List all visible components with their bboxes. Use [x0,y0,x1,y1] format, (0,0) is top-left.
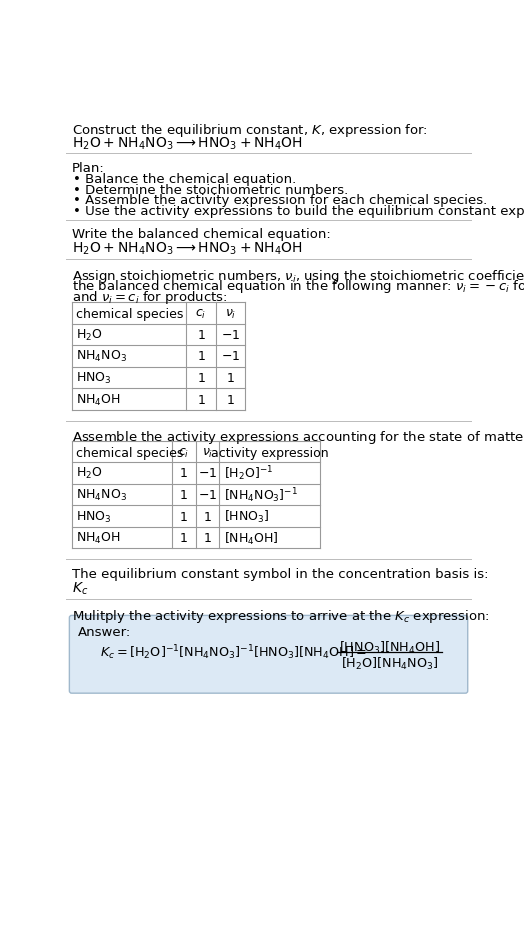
Text: Assemble the activity expressions accounting for the state of matter and $\nu_i$: Assemble the activity expressions accoun… [72,428,524,446]
Text: $-1$: $-1$ [221,350,240,363]
Text: $\nu_i$: $\nu_i$ [225,307,236,321]
Text: $1$: $1$ [203,510,212,523]
Text: $K_c$: $K_c$ [72,580,88,596]
Text: 1: 1 [180,467,188,480]
Text: $\mathrm{HNO_3}$: $\mathrm{HNO_3}$ [77,509,112,524]
Text: $[\mathrm{NH_4NO_3}]^{-1}$: $[\mathrm{NH_4NO_3}]^{-1}$ [224,486,298,505]
Text: Construct the equilibrium constant, $K$, expression for:: Construct the equilibrium constant, $K$,… [72,122,428,139]
Text: $\mathrm{H_2O}$: $\mathrm{H_2O}$ [77,466,103,481]
Text: 1: 1 [180,531,188,545]
Text: 1: 1 [197,328,205,342]
Text: $-1$: $-1$ [198,467,217,480]
Text: $\mathrm{NH_4NO_3}$: $\mathrm{NH_4NO_3}$ [77,487,127,503]
Text: • Determine the stoichiometric numbers.: • Determine the stoichiometric numbers. [73,184,348,196]
Text: 1: 1 [197,393,205,407]
Text: Mulitply the activity expressions to arrive at the $K_c$ expression:: Mulitply the activity expressions to arr… [72,607,489,625]
Text: $-1$: $-1$ [221,328,240,342]
Text: $1$: $1$ [203,531,212,545]
FancyBboxPatch shape [69,616,468,693]
Text: $1$: $1$ [226,393,235,407]
Text: Answer:: Answer: [78,625,131,639]
Text: $[\mathrm{NH_4OH}]$: $[\mathrm{NH_4OH}]$ [224,530,278,546]
Text: $-1$: $-1$ [198,488,217,502]
Text: The equilibrium constant symbol in the concentration basis is:: The equilibrium constant symbol in the c… [72,567,488,581]
Text: Plan:: Plan: [72,162,104,175]
Text: 1: 1 [180,510,188,523]
Text: $K_c = [\mathrm{H_2O}]^{-1} [\mathrm{NH_4NO_3}]^{-1} [\mathrm{HNO_3}][\mathrm{NH: $K_c = [\mathrm{H_2O}]^{-1} [\mathrm{NH_… [100,643,367,662]
Text: $\nu_i$: $\nu_i$ [202,446,213,459]
Text: $\mathrm{H_2O + NH_4NO_3 \longrightarrow HNO_3 + NH_4OH}$: $\mathrm{H_2O + NH_4NO_3 \longrightarrow… [72,241,303,257]
Text: • Balance the chemical equation.: • Balance the chemical equation. [73,172,297,186]
Text: $[\mathrm{H_2O}][\mathrm{NH_4NO_3}]$: $[\mathrm{H_2O}][\mathrm{NH_4NO_3}]$ [341,655,438,671]
Text: Assign stoichiometric numbers, $\nu_i$, using the stoichiometric coefficients, $: Assign stoichiometric numbers, $\nu_i$, … [72,268,524,285]
Text: $\mathrm{NH_4OH}$: $\mathrm{NH_4OH}$ [77,530,121,545]
Text: 1: 1 [197,350,205,363]
Text: $c_i$: $c_i$ [195,307,207,321]
Text: $[\mathrm{HNO_3}][\mathrm{NH_4OH}]$: $[\mathrm{HNO_3}][\mathrm{NH_4OH}]$ [339,640,440,656]
Text: • Assemble the activity expression for each chemical species.: • Assemble the activity expression for e… [73,194,487,208]
Text: $\mathrm{NH_4NO_3}$: $\mathrm{NH_4NO_3}$ [77,349,127,364]
Text: chemical species: chemical species [77,307,184,321]
Text: activity expression: activity expression [211,446,328,459]
Text: $\mathrm{HNO_3}$: $\mathrm{HNO_3}$ [77,370,112,386]
Text: • Use the activity expressions to build the equilibrium constant expression.: • Use the activity expressions to build … [73,205,524,218]
Text: chemical species: chemical species [77,446,184,459]
Text: $\mathrm{NH_4OH}$: $\mathrm{NH_4OH}$ [77,392,121,407]
Text: 1: 1 [180,488,188,502]
Text: and $\nu_i = c_i$ for products:: and $\nu_i = c_i$ for products: [72,288,227,306]
Text: $c_i$: $c_i$ [179,446,190,459]
Text: the balanced chemical equation in the following manner: $\nu_i = -c_i$ for react: the balanced chemical equation in the fo… [72,278,524,295]
Text: $[\mathrm{HNO_3}]$: $[\mathrm{HNO_3}]$ [224,508,269,525]
Text: Write the balanced chemical equation:: Write the balanced chemical equation: [72,228,331,241]
Text: 1: 1 [197,371,205,385]
Text: $1$: $1$ [226,371,235,385]
Text: $[\mathrm{H_2O}]^{-1}$: $[\mathrm{H_2O}]^{-1}$ [224,465,273,483]
Text: $\mathrm{H_2O}$: $\mathrm{H_2O}$ [77,327,103,343]
Text: $\mathrm{H_2O + NH_4NO_3 \longrightarrow HNO_3 + NH_4OH}$: $\mathrm{H_2O + NH_4NO_3 \longrightarrow… [72,135,303,151]
